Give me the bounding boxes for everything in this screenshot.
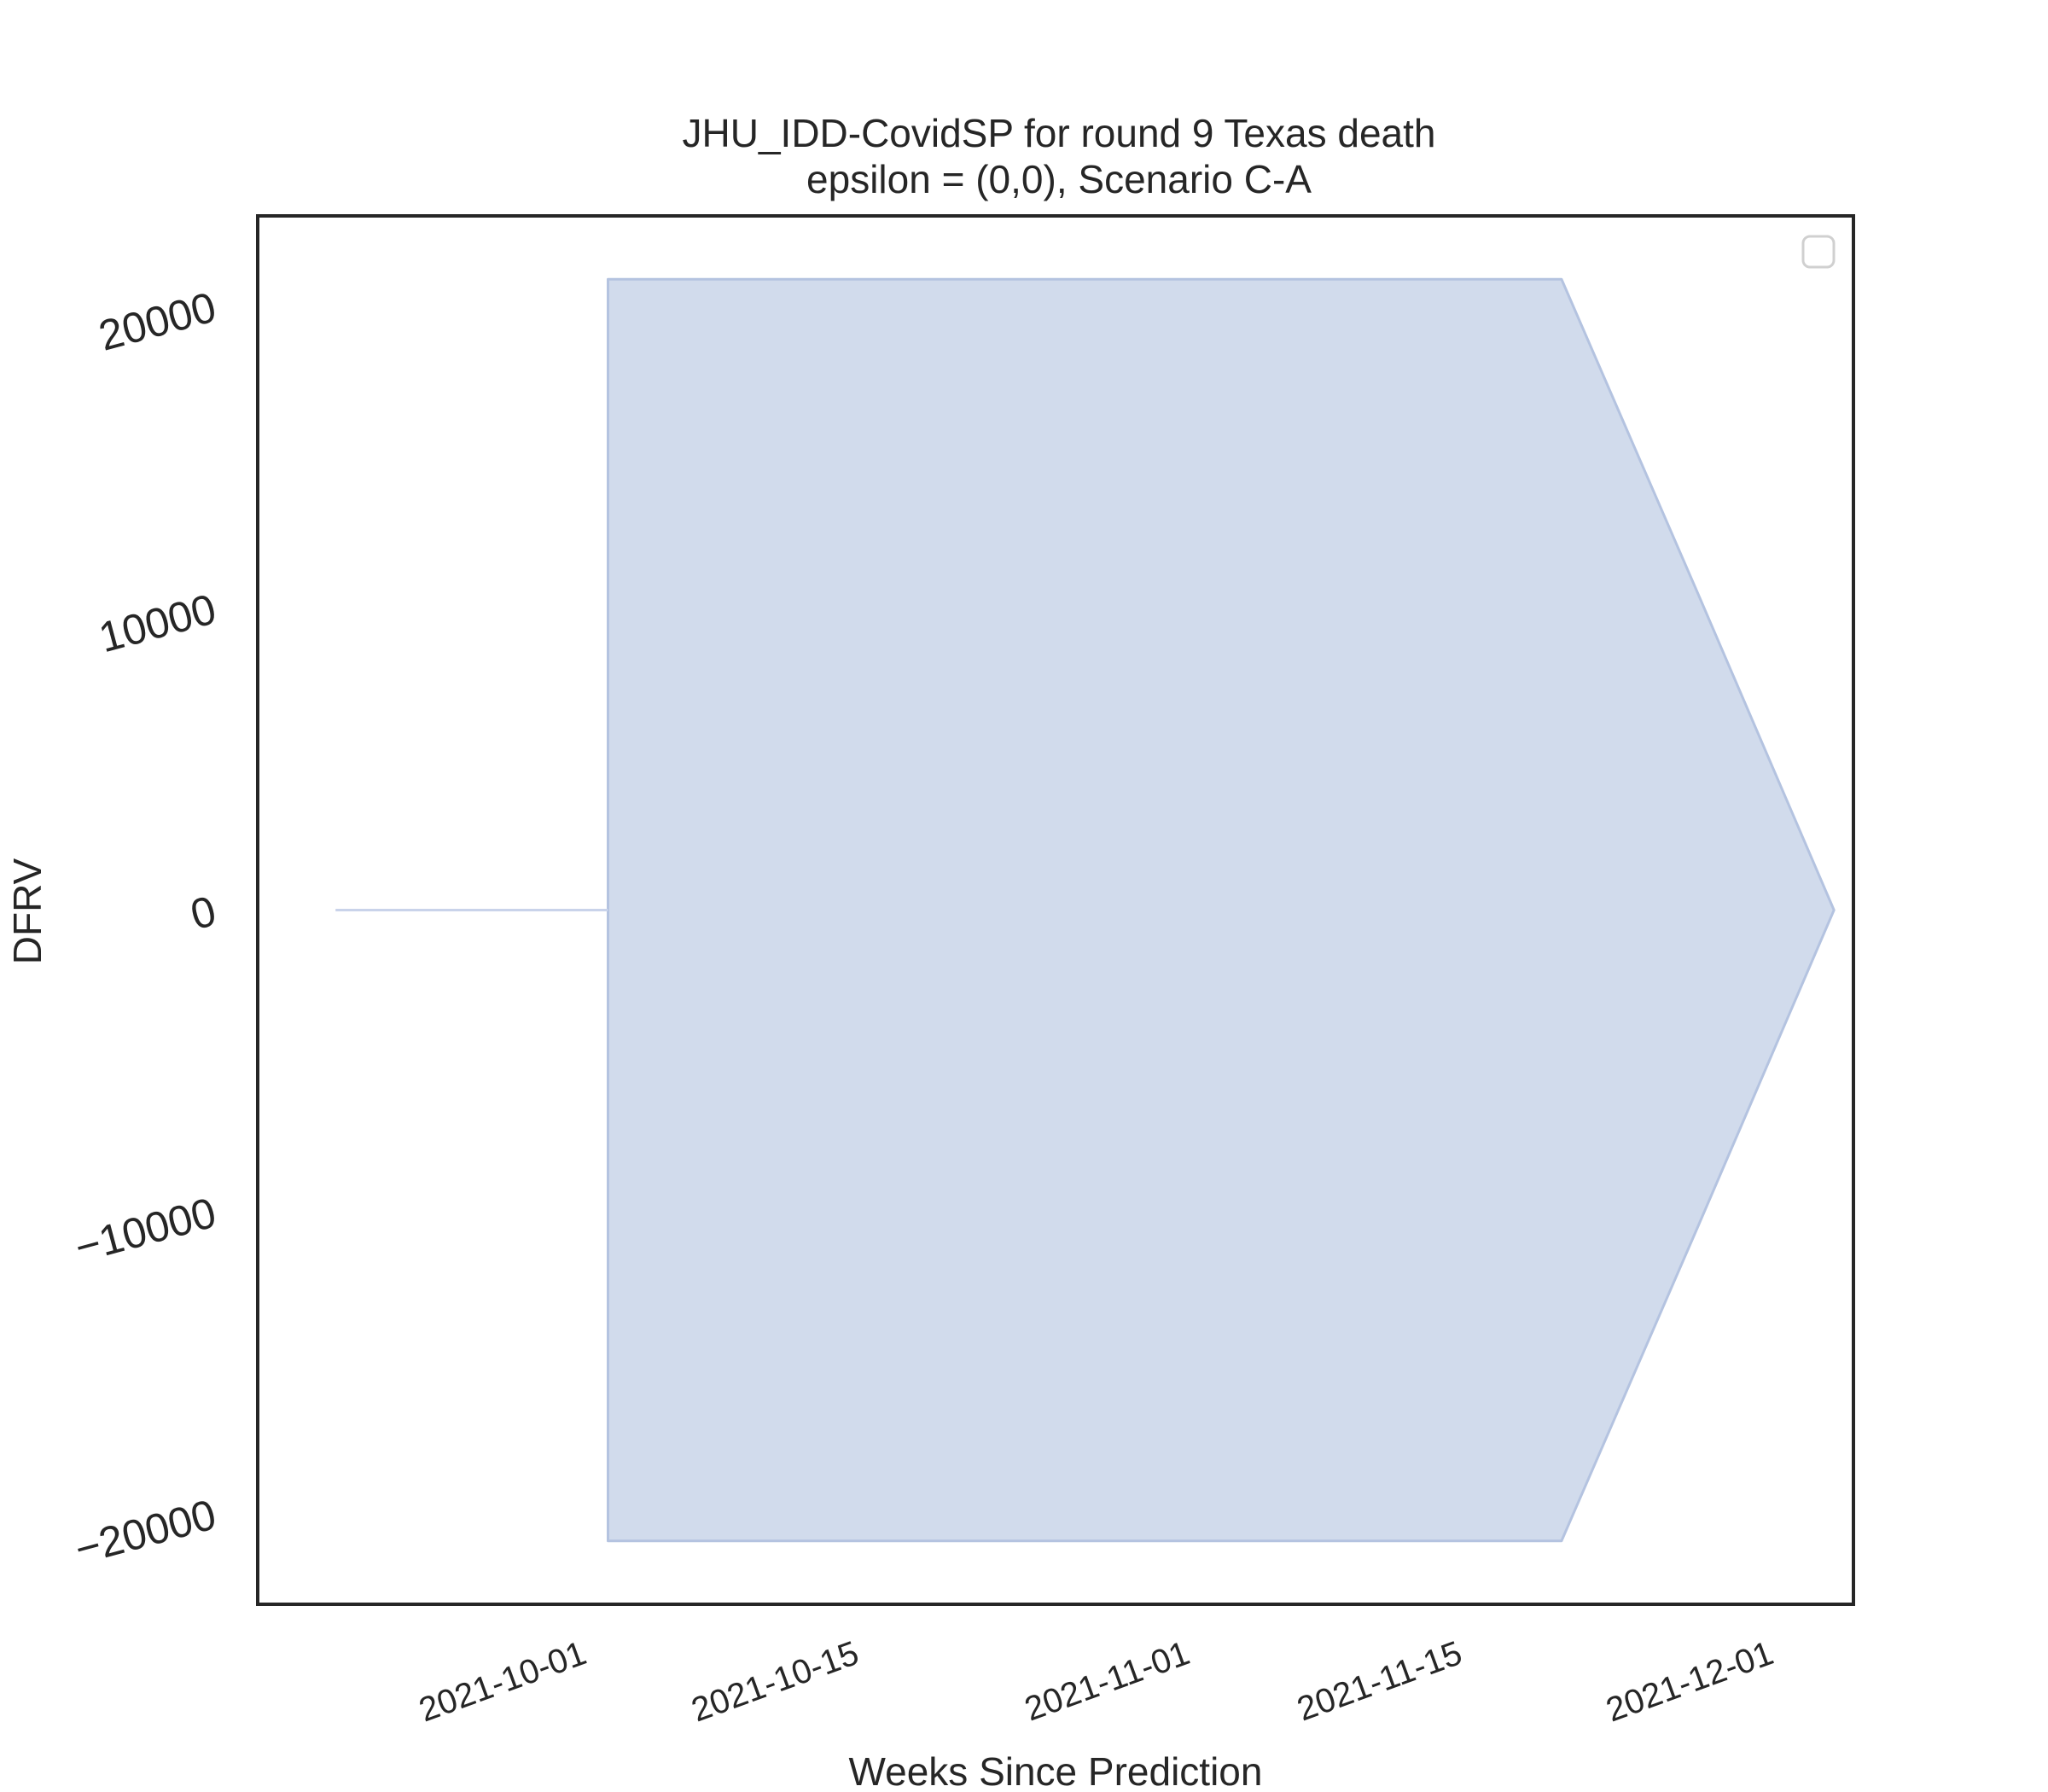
x-tick-label: 2021-12-01 (1602, 1634, 1778, 1729)
x-tick-label: 2021-10-01 (414, 1634, 591, 1729)
y-tick-label: −20000 (70, 1490, 221, 1574)
y-axis-label: DFRV (5, 858, 49, 964)
x-tick-label: 2021-11-01 (1020, 1634, 1195, 1728)
legend-box (1801, 235, 1836, 269)
y-tick-label: −10000 (70, 1189, 221, 1272)
x-axis-label: Weeks Since Prediction (849, 1749, 1263, 1792)
y-tick-label: 20000 (94, 283, 221, 360)
uncertainty-band (606, 277, 1836, 1543)
x-tick-label: 2021-11-15 (1292, 1634, 1467, 1728)
y-axis-ticks: 20000 10000 0 −10000 −20000 (70, 283, 221, 1574)
y-tick-label: 10000 (94, 585, 221, 661)
plot-area (335, 277, 1836, 1543)
y-tick-label: 0 (185, 887, 220, 939)
x-tick-label: 2021-10-15 (687, 1634, 864, 1729)
x-axis-ticks: 2021-10-01 2021-10-15 2021-11-01 2021-11-15… (414, 1634, 1777, 1729)
chart-subtitle: epsilon = (0,0), Scenario C-A (806, 157, 1312, 201)
chart-title: JHU_IDD-CovidSP for round 9 Texas death (683, 111, 1436, 155)
axes-frame (256, 214, 1855, 1606)
